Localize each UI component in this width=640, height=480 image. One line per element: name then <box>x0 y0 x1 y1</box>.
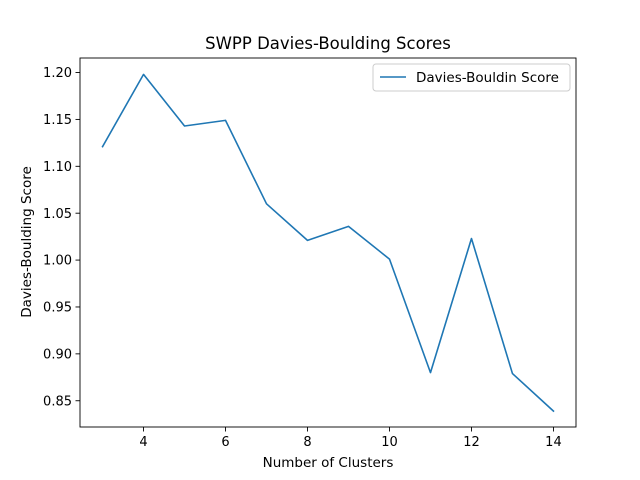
x-tick-label: 14 <box>545 435 562 450</box>
x-tick-label: 6 <box>221 435 229 450</box>
y-tick-label: 1.10 <box>43 160 72 175</box>
plot-area <box>101 73 555 413</box>
axes: 4 6 8 10 12 14 0.85 0.90 0.95 1.00 1.05 1.10 1.15 1.2… <box>43 57 577 450</box>
axes-frame <box>79 57 577 428</box>
y-tick-label: 1.15 <box>43 113 72 128</box>
x-axis-label: Number of Clusters <box>263 455 394 471</box>
series-line-0 <box>101 73 555 413</box>
y-tick-label: 1.05 <box>43 207 72 222</box>
y-tick-label: 0.85 <box>43 394 72 409</box>
y-tick-label: 0.95 <box>43 301 72 316</box>
legend-entry-label: Davies-Bouldin Score <box>416 70 559 86</box>
chart-title: SWPP Davies-Boulding Scores <box>205 34 451 53</box>
legend-box <box>372 63 571 92</box>
x-tick-label: 12 <box>463 435 480 450</box>
legend: Davies-Bouldin Score <box>372 63 571 92</box>
y-tick-label: 0.90 <box>43 347 72 362</box>
x-tick-label: 10 <box>381 435 398 450</box>
x-tick-label: 8 <box>303 435 311 450</box>
x-tick-label: 4 <box>139 435 147 450</box>
y-tick-label: 1.20 <box>43 66 72 81</box>
y-tick-label: 1.00 <box>43 254 72 269</box>
y-axis-label: Davies-Boulding Score <box>19 166 35 318</box>
